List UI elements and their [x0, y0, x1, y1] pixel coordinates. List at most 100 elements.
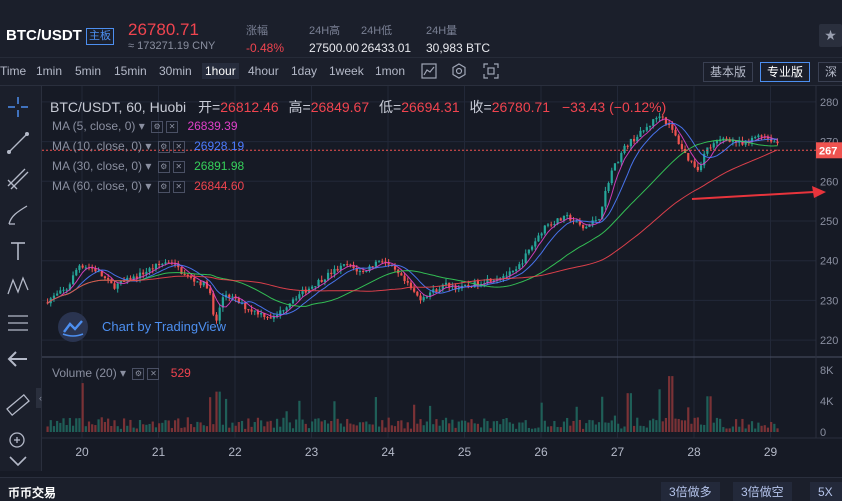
price-chart[interactable]: 2802702602502402302208K4K020212223242526… — [42, 86, 842, 477]
volume-bar — [247, 418, 250, 432]
zoom-in-icon[interactable] — [5, 428, 31, 454]
trend-line-icon[interactable] — [5, 130, 31, 156]
candle-body — [409, 282, 413, 289]
candle-body — [604, 190, 607, 207]
ma-60-row[interactable]: MA (60, close, 0) ▾ ⚙ ✕ 26844.60 — [52, 179, 244, 193]
candle-body — [323, 279, 326, 282]
volume-bar — [534, 428, 537, 432]
volume-bar — [330, 420, 333, 432]
ma-value: 26928.19 — [194, 139, 245, 153]
candle-body — [384, 261, 387, 263]
volume-bar — [527, 427, 530, 432]
candle-body — [629, 138, 632, 147]
fib-retracement-icon[interactable] — [5, 310, 31, 336]
legend-symbol[interactable]: BTC/USDT, 60, Huobi — [50, 99, 187, 115]
settings-icon[interactable]: ⚙ — [157, 180, 170, 193]
chevron-down-icon[interactable]: ▾ — [145, 179, 152, 193]
volume-bar — [454, 427, 457, 432]
pitchfork-icon[interactable] — [5, 166, 31, 192]
ruler-icon[interactable] — [5, 392, 31, 418]
legend-high-label: 高= — [288, 99, 311, 115]
interval-30min[interactable]: 30min — [159, 64, 192, 78]
settings-icon[interactable]: ⚙ — [157, 160, 170, 173]
interval-time[interactable]: Time — [0, 64, 27, 78]
settings-icon[interactable]: ⚙ — [132, 367, 145, 380]
close-icon[interactable]: ✕ — [172, 140, 185, 153]
ma-30-row[interactable]: MA (30, close, 0) ▾ ⚙ ✕ 26891.98 — [52, 159, 244, 173]
volume-legend[interactable]: Volume (20) ▾ ⚙ ✕ 529 — [52, 366, 191, 380]
candle-body — [734, 140, 738, 143]
settings-icon[interactable]: ⚙ — [157, 140, 170, 153]
price-tick-label: 220 — [820, 335, 838, 347]
ma-5-row[interactable]: MA (5, close, 0) ▾ ⚙ ✕ 26839.39 — [52, 119, 238, 133]
volume-bar — [221, 424, 224, 432]
text-tool-icon[interactable] — [5, 238, 31, 264]
spot-trading-title[interactable]: 币币交易 — [8, 486, 57, 500]
close-icon[interactable]: ✕ — [172, 180, 185, 193]
interval-4hour[interactable]: 4hour — [248, 64, 279, 78]
candle-body — [180, 267, 183, 274]
settings-icon[interactable]: ⚙ — [151, 120, 164, 133]
volume-bar — [158, 423, 161, 432]
interval-1mon[interactable]: 1mon — [375, 64, 406, 78]
candle-body — [368, 266, 371, 271]
chevron-down-icon[interactable] — [5, 448, 31, 474]
volume-bar — [365, 421, 368, 432]
volume-bar — [502, 418, 505, 432]
leverage-5x-button[interactable]: 5X杠 — [810, 482, 842, 501]
ma-5-line — [47, 118, 778, 318]
candle-body — [645, 127, 648, 131]
interval-1week[interactable]: 1week — [329, 64, 364, 78]
pair-name[interactable]: BTC/USDT — [6, 27, 82, 44]
volume-bar — [167, 420, 170, 432]
volume-bar — [690, 423, 693, 432]
volume-bar — [148, 423, 151, 432]
interval-1hour[interactable]: 1hour — [202, 63, 239, 79]
chevron-down-icon[interactable]: ▾ — [138, 119, 145, 133]
volume-bar — [256, 417, 260, 432]
candle-body — [126, 277, 129, 282]
pro-version-button[interactable]: 专业版 — [760, 62, 811, 82]
candle-body — [56, 293, 59, 296]
volume-bar — [237, 422, 240, 432]
chevron-down-icon[interactable]: ▾ — [145, 159, 152, 173]
long-3x-button[interactable]: 3倍做多 — [661, 482, 720, 501]
short-3x-button[interactable]: 3倍做空 — [733, 482, 792, 501]
ma-10-row[interactable]: MA (10, close, 0) ▾ ⚙ ✕ 26928.19 — [52, 139, 244, 153]
volume-bar — [413, 404, 416, 432]
interval-15min[interactable]: 15min — [114, 64, 147, 78]
back-arrow-icon[interactable] — [5, 346, 31, 372]
interval-1min[interactable]: 1min — [36, 64, 63, 78]
candle-body — [553, 224, 556, 226]
interval-5min[interactable]: 5min — [75, 64, 102, 78]
close-icon[interactable]: ✕ — [172, 160, 185, 173]
close-icon[interactable]: ✕ — [166, 120, 179, 133]
volume-bar — [515, 428, 518, 432]
chevron-down-icon[interactable]: ▾ — [120, 366, 127, 380]
volume-bar — [642, 426, 645, 432]
chart-type-icon[interactable] — [420, 63, 438, 81]
chevron-down-icon[interactable]: ▾ — [145, 139, 152, 153]
candle-body — [518, 264, 521, 270]
close-icon[interactable]: ✕ — [147, 367, 160, 380]
settings-icon[interactable] — [450, 63, 468, 81]
candle-body — [505, 275, 508, 277]
pattern-icon[interactable] — [5, 274, 31, 300]
drawing-tools — [0, 86, 42, 471]
candle-body — [173, 263, 177, 265]
collapse-toolbar-icon[interactable]: ‹ — [36, 388, 45, 408]
brush-icon[interactable] — [5, 202, 31, 228]
favorite-star-icon[interactable]: ★ — [819, 24, 842, 47]
basic-version-button[interactable]: 基本版 — [703, 62, 754, 82]
candle-body — [393, 266, 397, 270]
interval-1day[interactable]: 1day — [291, 64, 318, 78]
volume-bar — [189, 424, 193, 432]
volume-bar — [199, 422, 202, 432]
candle-body — [237, 298, 240, 303]
date-tick-label: 28 — [687, 445, 701, 459]
fullscreen-icon[interactable] — [482, 63, 500, 81]
candle-body — [652, 119, 655, 126]
depth-version-button[interactable]: 深 — [818, 62, 842, 82]
candle-body — [279, 310, 282, 315]
crosshair-icon[interactable] — [5, 94, 31, 120]
